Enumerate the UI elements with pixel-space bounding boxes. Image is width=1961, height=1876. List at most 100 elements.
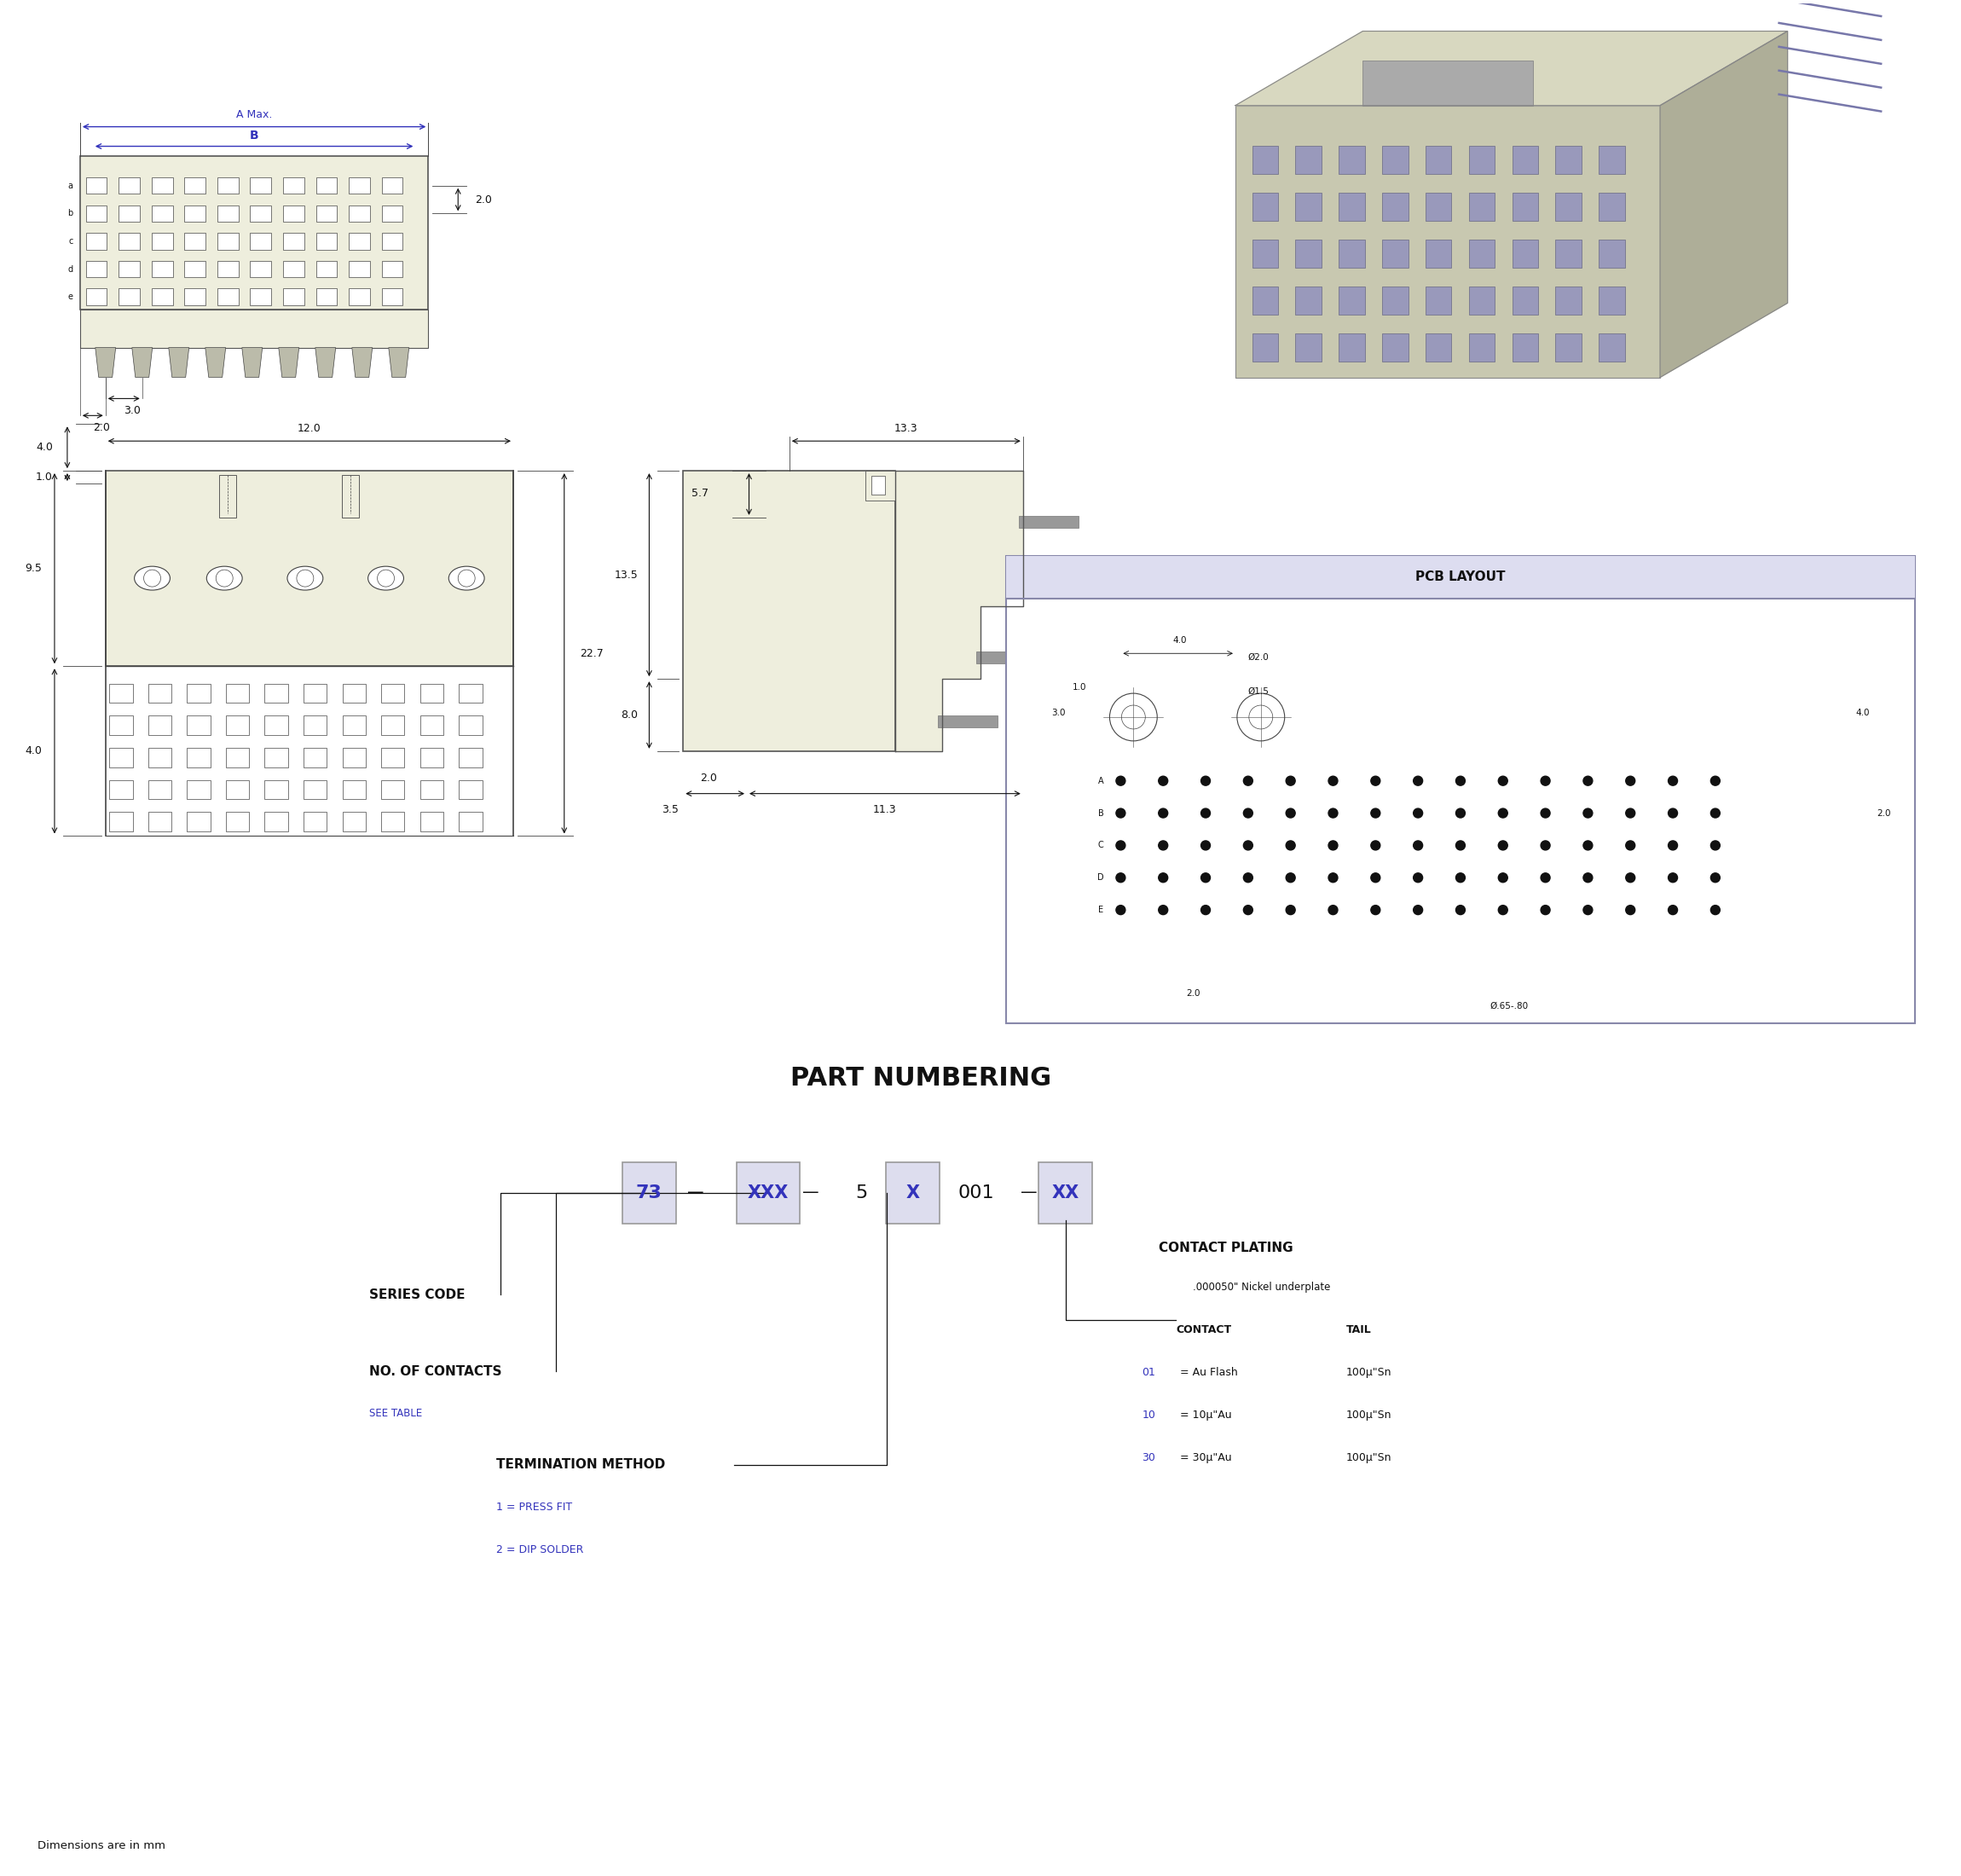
FancyBboxPatch shape	[1512, 146, 1537, 174]
FancyBboxPatch shape	[382, 178, 402, 193]
FancyBboxPatch shape	[151, 233, 173, 250]
Circle shape	[1200, 840, 1210, 850]
Text: 10: 10	[1141, 1409, 1155, 1420]
Text: 12.0: 12.0	[298, 424, 322, 433]
Text: Ø.65-.80: Ø.65-.80	[1490, 1002, 1530, 1009]
FancyBboxPatch shape	[316, 289, 337, 306]
FancyBboxPatch shape	[86, 289, 108, 306]
Circle shape	[1583, 872, 1592, 882]
Polygon shape	[241, 347, 263, 377]
Ellipse shape	[288, 567, 324, 591]
Text: 13.5: 13.5	[614, 568, 637, 580]
Polygon shape	[278, 347, 298, 377]
FancyBboxPatch shape	[886, 1161, 939, 1223]
FancyBboxPatch shape	[1426, 334, 1451, 362]
Text: CONTACT PLATING: CONTACT PLATING	[1159, 1242, 1294, 1255]
Text: 30: 30	[1141, 1452, 1155, 1463]
Text: 5.7: 5.7	[692, 488, 708, 499]
Text: 4.0: 4.0	[25, 745, 41, 756]
Circle shape	[1328, 777, 1337, 786]
FancyBboxPatch shape	[1426, 193, 1451, 221]
FancyBboxPatch shape	[1383, 287, 1408, 315]
Circle shape	[1541, 872, 1549, 882]
FancyBboxPatch shape	[1383, 240, 1408, 268]
FancyBboxPatch shape	[1512, 193, 1537, 221]
Circle shape	[1328, 840, 1337, 850]
Circle shape	[1159, 809, 1169, 818]
Circle shape	[1200, 809, 1210, 818]
FancyBboxPatch shape	[382, 289, 402, 306]
FancyBboxPatch shape	[343, 812, 365, 831]
FancyBboxPatch shape	[459, 717, 482, 735]
FancyBboxPatch shape	[316, 233, 337, 250]
FancyBboxPatch shape	[149, 812, 171, 831]
Text: D: D	[1096, 874, 1104, 882]
Polygon shape	[316, 347, 335, 377]
Text: E: E	[1098, 906, 1104, 914]
FancyBboxPatch shape	[349, 261, 371, 278]
Circle shape	[1626, 840, 1635, 850]
Text: 4.0: 4.0	[1855, 709, 1869, 717]
FancyBboxPatch shape	[1039, 1161, 1092, 1223]
Text: PART NUMBERING: PART NUMBERING	[790, 1066, 1051, 1092]
FancyBboxPatch shape	[304, 749, 327, 767]
Circle shape	[1414, 809, 1422, 818]
FancyBboxPatch shape	[1251, 193, 1279, 221]
Circle shape	[1583, 840, 1592, 850]
Text: Dimensions are in mm: Dimensions are in mm	[37, 1840, 165, 1852]
FancyBboxPatch shape	[1296, 146, 1322, 174]
FancyBboxPatch shape	[251, 233, 271, 250]
FancyBboxPatch shape	[1339, 334, 1365, 362]
Circle shape	[1541, 777, 1549, 786]
Circle shape	[1498, 809, 1508, 818]
FancyBboxPatch shape	[282, 289, 304, 306]
Circle shape	[1710, 777, 1720, 786]
Circle shape	[1200, 872, 1210, 882]
Text: b: b	[69, 210, 73, 218]
Circle shape	[1243, 906, 1253, 915]
Circle shape	[1286, 906, 1296, 915]
Text: 4.0: 4.0	[1173, 636, 1186, 645]
Text: —: —	[802, 1186, 820, 1201]
FancyBboxPatch shape	[349, 233, 371, 250]
Text: C: C	[1098, 840, 1104, 850]
FancyBboxPatch shape	[380, 812, 404, 831]
Polygon shape	[169, 347, 188, 377]
Circle shape	[1455, 872, 1465, 882]
Circle shape	[216, 570, 233, 587]
Circle shape	[1710, 840, 1720, 850]
Text: 2 = DIP SOLDER: 2 = DIP SOLDER	[496, 1544, 584, 1555]
FancyBboxPatch shape	[316, 178, 337, 193]
FancyBboxPatch shape	[1512, 287, 1537, 315]
FancyBboxPatch shape	[343, 749, 365, 767]
Circle shape	[1116, 906, 1126, 915]
Circle shape	[1200, 906, 1210, 915]
FancyBboxPatch shape	[226, 780, 249, 799]
FancyBboxPatch shape	[184, 204, 206, 221]
Text: = 30μ"Au: = 30μ"Au	[1181, 1452, 1232, 1463]
FancyBboxPatch shape	[343, 683, 365, 704]
Circle shape	[1710, 809, 1720, 818]
Text: TERMINATION METHOD: TERMINATION METHOD	[496, 1458, 665, 1471]
Text: TAIL: TAIL	[1345, 1324, 1371, 1336]
Ellipse shape	[449, 567, 484, 591]
Circle shape	[1583, 777, 1592, 786]
FancyBboxPatch shape	[459, 780, 482, 799]
FancyBboxPatch shape	[380, 717, 404, 735]
Ellipse shape	[206, 567, 243, 591]
Circle shape	[1498, 906, 1508, 915]
Circle shape	[1122, 705, 1145, 730]
FancyBboxPatch shape	[316, 261, 337, 278]
Circle shape	[377, 570, 394, 587]
FancyBboxPatch shape	[184, 233, 206, 250]
Text: —: —	[688, 1186, 704, 1201]
FancyBboxPatch shape	[265, 683, 288, 704]
Text: c: c	[69, 236, 73, 246]
FancyBboxPatch shape	[459, 812, 482, 831]
FancyBboxPatch shape	[86, 204, 108, 221]
FancyBboxPatch shape	[1555, 334, 1581, 362]
Circle shape	[1237, 694, 1284, 741]
FancyBboxPatch shape	[420, 717, 443, 735]
FancyBboxPatch shape	[1296, 334, 1322, 362]
Text: Ø1.5: Ø1.5	[1247, 687, 1269, 696]
